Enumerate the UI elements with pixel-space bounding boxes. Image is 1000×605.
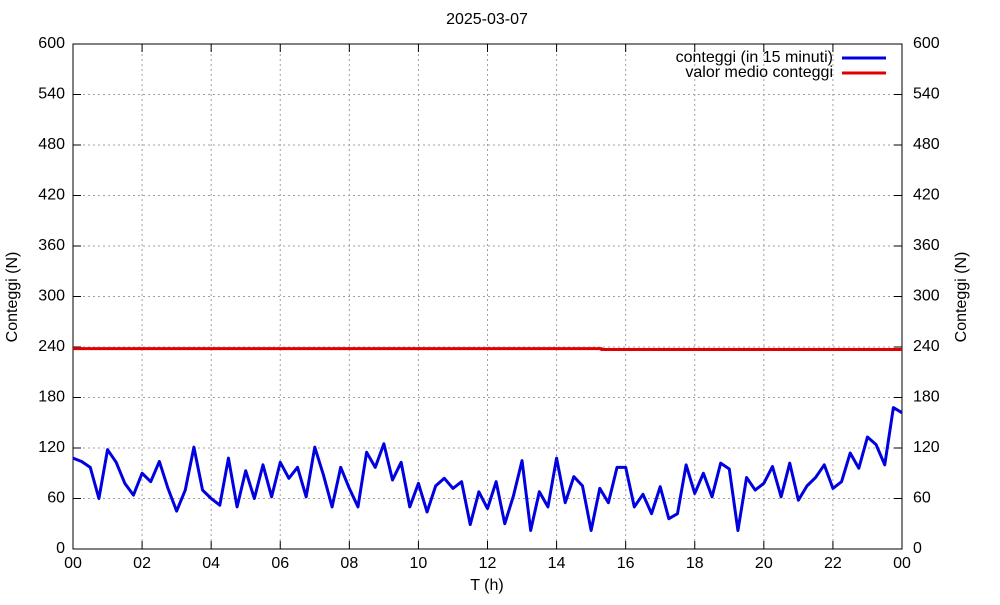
- y2-tick-label: 60: [913, 490, 931, 507]
- y2-tick-label: 420: [913, 187, 940, 204]
- y2-tick-label: 0: [913, 540, 922, 557]
- y2-tick-label: 180: [913, 389, 940, 406]
- y2-tick-label: 360: [913, 237, 940, 254]
- x-tick-label: 16: [617, 555, 635, 572]
- y-tick-label: 240: [38, 338, 65, 355]
- y2-tick-label: 240: [913, 338, 940, 355]
- x-tick-label: 08: [340, 555, 358, 572]
- x-tick-label: 00: [893, 555, 911, 572]
- y2-tick-label: 600: [913, 35, 940, 52]
- series-line: [72, 406, 903, 532]
- y-tick-label: 420: [38, 187, 65, 204]
- y-axis-title: Conteggi (N): [4, 252, 21, 343]
- y-tick-label: 600: [38, 35, 65, 52]
- y-tick-label: 60: [47, 490, 65, 507]
- legend-label: valor medio conteggi: [685, 64, 833, 81]
- y2-tick-label: 120: [913, 439, 940, 456]
- legend-label: conteggi (in 15 minuti): [676, 49, 833, 66]
- x-tick-label: 22: [824, 555, 842, 572]
- y2-tick-label: 540: [913, 86, 940, 103]
- x-axis-title: T (h): [470, 577, 503, 594]
- x-tick-label: 10: [410, 555, 428, 572]
- x-tick-label: 18: [686, 555, 704, 572]
- x-tick-label: 00: [64, 555, 82, 572]
- y-tick-label: 120: [38, 439, 65, 456]
- y-tick-label: 360: [38, 237, 65, 254]
- x-tick-label: 02: [133, 555, 151, 572]
- x-tick-label: 04: [202, 555, 220, 572]
- x-tick-label: 20: [755, 555, 773, 572]
- y-tick-label: 180: [38, 389, 65, 406]
- y2-tick-label: 480: [913, 136, 940, 153]
- chart-title: 2025-03-07: [446, 11, 528, 28]
- y2-tick-label: 300: [913, 288, 940, 305]
- y-tick-label: 300: [38, 288, 65, 305]
- series-line: [73, 347, 902, 352]
- x-tick-label: 06: [271, 555, 289, 572]
- y2-axis-title: Conteggi (N): [953, 252, 970, 343]
- plot-border: [72, 43, 903, 550]
- x-tick-label: 12: [479, 555, 497, 572]
- y-tick-label: 0: [56, 540, 65, 557]
- y-tick-label: 480: [38, 136, 65, 153]
- x-tick-label: 14: [548, 555, 566, 572]
- y-tick-label: 540: [38, 86, 65, 103]
